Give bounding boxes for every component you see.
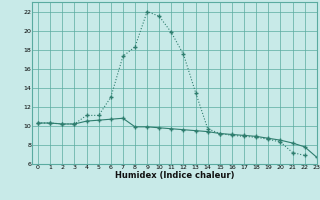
X-axis label: Humidex (Indice chaleur): Humidex (Indice chaleur): [115, 171, 234, 180]
